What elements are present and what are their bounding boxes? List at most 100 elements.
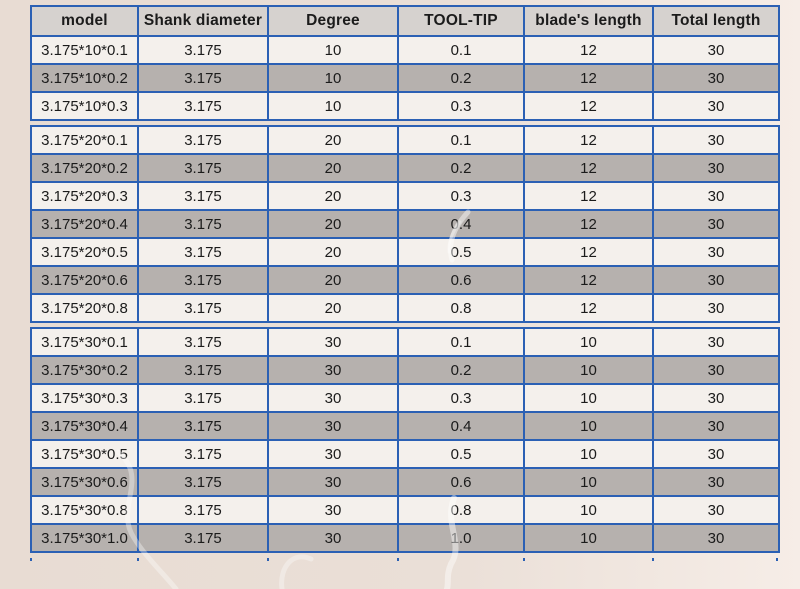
table-border-stub: [652, 558, 654, 561]
cell-total-length: 30: [652, 383, 780, 413]
cell-tool-tip: 0.5: [397, 237, 525, 267]
cell-blades-length: 12: [523, 91, 654, 121]
cell-degree: 20: [267, 153, 399, 183]
cell-degree: 10: [267, 35, 399, 65]
cell-tool-tip: 0.5: [397, 439, 525, 469]
cell-shank-diameter: 3.175: [137, 265, 269, 295]
cell-tool-tip: 0.1: [397, 125, 525, 155]
column-header-shank-diameter: Shank diameter: [137, 5, 269, 37]
cell-total-length: 30: [652, 355, 780, 385]
table-row: 3.175*20*0.6 3.175 20 0.6 12 30: [30, 265, 780, 295]
cell-total-length: 30: [652, 181, 780, 211]
table-border-stub: [776, 558, 778, 561]
cell-degree: 20: [267, 181, 399, 211]
cell-tool-tip: 0.2: [397, 153, 525, 183]
cell-degree: 30: [267, 383, 399, 413]
cell-blades-length: 12: [523, 209, 654, 239]
cell-model: 3.175*30*0.8: [30, 495, 139, 525]
cell-shank-diameter: 3.175: [137, 35, 269, 65]
cell-degree: 30: [267, 523, 399, 553]
table-row: 3.175*20*0.8 3.175 20 0.8 12 30: [30, 293, 780, 323]
cell-total-length: 30: [652, 523, 780, 553]
cell-blades-length: 12: [523, 181, 654, 211]
cell-total-length: 30: [652, 237, 780, 267]
cell-total-length: 30: [652, 209, 780, 239]
cell-tool-tip: 0.4: [397, 411, 525, 441]
table-row: 3.175*30*0.4 3.175 30 0.4 10 30: [30, 411, 780, 441]
cell-model: 3.175*30*0.1: [30, 327, 139, 357]
table-row: 3.175*30*0.5 3.175 30 0.5 10 30: [30, 439, 780, 469]
table-row: 3.175*30*0.2 3.175 30 0.2 10 30: [30, 355, 780, 385]
column-header-tool-tip: TOOL-TIP: [397, 5, 525, 37]
cell-blades-length: 10: [523, 439, 654, 469]
cell-tool-tip: 0.2: [397, 355, 525, 385]
cell-total-length: 30: [652, 467, 780, 497]
cell-shank-diameter: 3.175: [137, 439, 269, 469]
cell-degree: 30: [267, 411, 399, 441]
table-row: 3.175*10*0.1 3.175 10 0.1 12 30: [30, 35, 780, 65]
cell-degree: 10: [267, 63, 399, 93]
cell-model: 3.175*20*0.8: [30, 293, 139, 323]
cell-blades-length: 12: [523, 153, 654, 183]
cropped-next-table-edge: [30, 556, 778, 561]
table-row: 3.175*30*1.0 3.175 30 1.0 10 30: [30, 523, 780, 553]
cell-blades-length: 10: [523, 467, 654, 497]
cell-tool-tip: 0.6: [397, 467, 525, 497]
table-row: 3.175*20*0.4 3.175 20 0.4 12 30: [30, 209, 780, 239]
cell-blades-length: 12: [523, 35, 654, 65]
cell-blades-length: 10: [523, 411, 654, 441]
cell-blades-length: 10: [523, 523, 654, 553]
cell-degree: 30: [267, 355, 399, 385]
cell-blades-length: 10: [523, 327, 654, 357]
cell-degree: 20: [267, 237, 399, 267]
cell-model: 3.175*20*0.6: [30, 265, 139, 295]
cell-shank-diameter: 3.175: [137, 209, 269, 239]
cell-total-length: 30: [652, 63, 780, 93]
column-header-total-length: Total length: [652, 5, 780, 37]
table-row: 3.175*10*0.3 3.175 10 0.3 12 30: [30, 91, 780, 121]
cell-model: 3.175*30*0.6: [30, 467, 139, 497]
table-border-stub: [397, 558, 399, 561]
cell-total-length: 30: [652, 91, 780, 121]
cell-shank-diameter: 3.175: [137, 355, 269, 385]
spec-table-stack: model Shank diameter Degree TOOL-TIP blade's…: [30, 5, 780, 561]
cell-total-length: 30: [652, 495, 780, 525]
cell-model: 3.175*10*0.2: [30, 63, 139, 93]
table-row: 3.175*30*0.1 3.175 30 0.1 10 30: [30, 327, 780, 357]
cell-blades-length: 10: [523, 495, 654, 525]
cell-tool-tip: 0.2: [397, 63, 525, 93]
cell-blades-length: 12: [523, 293, 654, 323]
cell-total-length: 30: [652, 125, 780, 155]
spec-table-group-20-degree: 3.175*20*0.1 3.175 20 0.1 12 30 3.175*20*0.2 3.…: [30, 125, 780, 323]
cell-shank-diameter: 3.175: [137, 495, 269, 525]
cell-total-length: 30: [652, 265, 780, 295]
cell-model: 3.175*20*0.4: [30, 209, 139, 239]
spec-table-group-30-degree: 3.175*30*0.1 3.175 30 0.1 10 30 3.175*30*0.2 3.…: [30, 327, 780, 553]
cell-shank-diameter: 3.175: [137, 327, 269, 357]
cell-degree: 30: [267, 495, 399, 525]
cell-shank-diameter: 3.175: [137, 411, 269, 441]
cell-model: 3.175*20*0.5: [30, 237, 139, 267]
cell-shank-diameter: 3.175: [137, 383, 269, 413]
table-row: 3.175*30*0.8 3.175 30 0.8 10 30: [30, 495, 780, 525]
cell-shank-diameter: 3.175: [137, 91, 269, 121]
cell-tool-tip: 1.0: [397, 523, 525, 553]
cell-blades-length: 10: [523, 355, 654, 385]
cell-tool-tip: 0.3: [397, 383, 525, 413]
cell-total-length: 30: [652, 439, 780, 469]
cell-shank-diameter: 3.175: [137, 523, 269, 553]
cell-total-length: 30: [652, 293, 780, 323]
cell-shank-diameter: 3.175: [137, 293, 269, 323]
cell-total-length: 30: [652, 153, 780, 183]
cell-shank-diameter: 3.175: [137, 63, 269, 93]
column-header-model: model: [30, 5, 139, 37]
cell-model: 3.175*10*0.3: [30, 91, 139, 121]
cell-degree: 20: [267, 125, 399, 155]
cell-shank-diameter: 3.175: [137, 181, 269, 211]
cell-blades-length: 12: [523, 63, 654, 93]
cell-blades-length: 12: [523, 265, 654, 295]
cell-model: 3.175*30*0.5: [30, 439, 139, 469]
cell-tool-tip: 0.6: [397, 265, 525, 295]
cell-shank-diameter: 3.175: [137, 467, 269, 497]
